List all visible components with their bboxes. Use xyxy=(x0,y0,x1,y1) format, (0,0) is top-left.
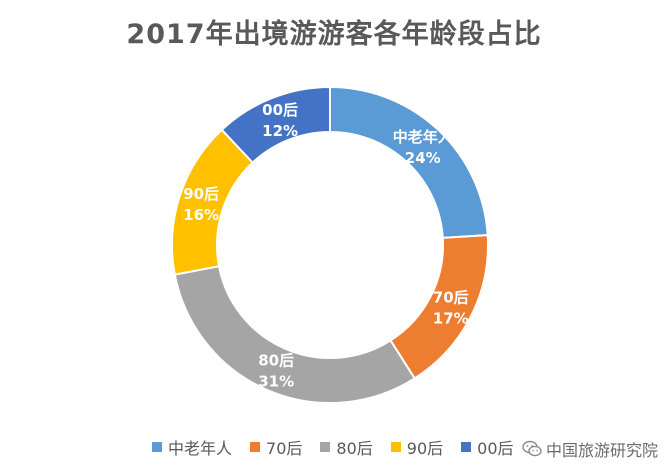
chart-legend: 中老年人 70后 80后 90后 00后 xyxy=(152,436,532,458)
legend-item: 中老年人 xyxy=(152,435,232,459)
legend-label: 90后 xyxy=(406,439,444,458)
watermark: 中国旅游研究院 xyxy=(517,438,658,460)
legend-item: 80后 xyxy=(320,435,373,459)
slice-category-label: 90后 xyxy=(183,185,219,203)
legend-label: 中老年人 xyxy=(168,439,233,458)
donut-slice-5 xyxy=(220,85,331,165)
slice-value-label: 16% xyxy=(183,206,219,224)
slice-category-label: 00后 xyxy=(262,101,298,119)
donut-slice-2 xyxy=(389,234,489,380)
donut-slice-3 xyxy=(173,265,417,404)
legend-swatch xyxy=(390,442,401,452)
legend-swatch xyxy=(250,442,261,452)
watermark-text: 中国旅游研究院 xyxy=(545,441,658,460)
slice-value-label: 12% xyxy=(262,122,298,140)
legend-swatch xyxy=(320,442,331,452)
legend-swatch xyxy=(152,442,162,452)
legend-item: 90后 xyxy=(390,435,444,459)
slice-category-label: 80后 xyxy=(258,351,294,369)
legend-item: 00后 xyxy=(461,435,514,459)
wechat-icon xyxy=(522,440,542,457)
slice-category-label: 中老年人 xyxy=(393,128,454,146)
slice-value-label: 31% xyxy=(258,372,294,390)
slice-value-label: 24% xyxy=(405,149,441,167)
slice-value-label: 17% xyxy=(433,310,469,328)
legend-label: 70后 xyxy=(266,439,303,458)
legend-swatch xyxy=(461,442,472,452)
slice-category-label: 70后 xyxy=(433,289,469,307)
legend-label: 80后 xyxy=(336,439,373,458)
legend-item: 70后 xyxy=(250,435,302,459)
legend-label: 00后 xyxy=(477,439,514,458)
chart-title: 2017年出境游游客各年龄段占比 xyxy=(126,19,542,50)
